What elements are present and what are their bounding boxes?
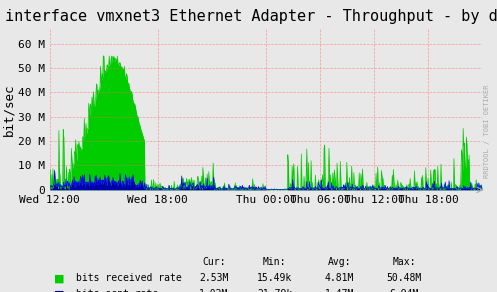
Text: ■: ■ [54,289,65,292]
Text: 15.49k: 15.49k [257,273,292,283]
Text: ■: ■ [54,273,65,283]
Text: 21.79k: 21.79k [257,289,292,292]
Text: 50.48M: 50.48M [387,273,422,283]
Text: Max:: Max: [393,257,416,267]
Text: Cur:: Cur: [202,257,226,267]
Text: Min:: Min: [263,257,286,267]
Text: 4.81M: 4.81M [325,273,354,283]
Text: 6.94M: 6.94M [390,289,419,292]
Text: bits sent rate: bits sent rate [76,289,158,292]
Text: 1.02M: 1.02M [199,289,229,292]
Text: bits received rate: bits received rate [76,273,181,283]
Y-axis label: bit/sec: bit/sec [2,83,15,136]
Text: RRDTOOL / TOBI OETIKER: RRDTOOL / TOBI OETIKER [484,85,490,178]
Text: Avg:: Avg: [328,257,351,267]
Text: 1.47M: 1.47M [325,289,354,292]
Text: Network interface vmxnet3 Ethernet Adapter - Throughput - by day: Network interface vmxnet3 Ethernet Adapt… [0,9,497,24]
Text: 2.53M: 2.53M [199,273,229,283]
